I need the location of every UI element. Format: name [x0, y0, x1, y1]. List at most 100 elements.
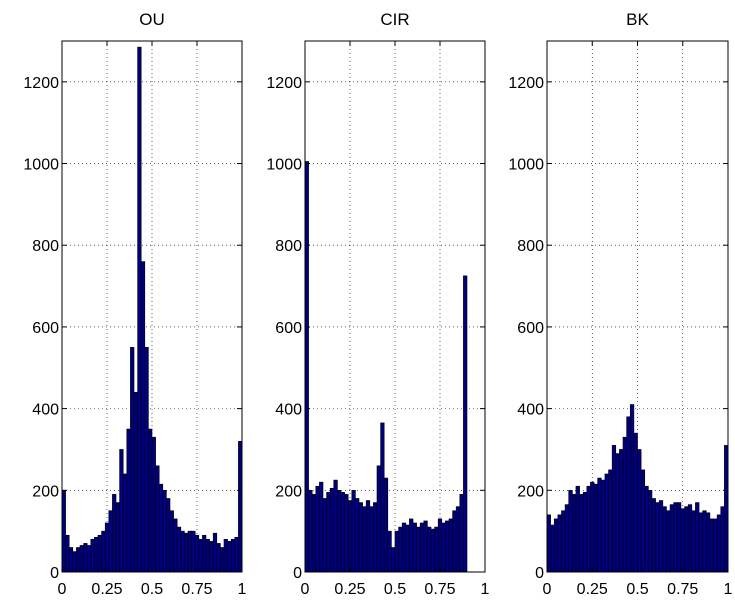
cir-bar-8 [333, 479, 338, 573]
bk-bar-44 [705, 512, 711, 573]
ou-bar-21 [137, 46, 142, 573]
cir-bar-30 [412, 522, 417, 573]
ou-bar-41 [209, 541, 214, 573]
cir-ytick-label-2: 400 [275, 402, 302, 419]
ou-bar-13 [108, 510, 113, 573]
cir-ytick-label-4: 800 [275, 238, 302, 255]
cir-bar-1 [308, 490, 313, 573]
cir-bar-19 [373, 502, 378, 573]
cir-bar-12 [347, 500, 353, 573]
ou-bar-24 [148, 428, 153, 573]
ou-bar-7 [86, 545, 92, 573]
ou-bar-17 [122, 473, 128, 573]
ou-bar-14 [112, 494, 117, 573]
cir-bar-37 [437, 518, 443, 573]
ou-bar-20 [133, 391, 138, 573]
bk-bar-8 [575, 485, 580, 573]
cir-ytick-label-3: 600 [275, 320, 302, 337]
ou-bar-40 [205, 539, 210, 573]
cir-bar-10 [340, 492, 345, 573]
cir-bar-7 [329, 487, 335, 573]
cir-bar-9 [337, 490, 342, 573]
ou-bar-45 [223, 539, 228, 573]
cir-bar-43 [459, 494, 464, 573]
bk-bar-26 [640, 469, 646, 573]
bk-bar-33 [666, 510, 671, 573]
bk-ytick-label-4: 800 [517, 238, 544, 255]
cir-bar-34 [427, 526, 432, 573]
cir-bar-27 [401, 522, 407, 573]
cir-bar-21 [380, 422, 385, 573]
cir-ytick-label-6: 1200 [266, 75, 302, 92]
ou-xtick-label-4: 1 [238, 581, 247, 598]
bk-ytick-label-5: 1000 [508, 157, 544, 174]
cir-bar-22 [383, 477, 389, 573]
bk-ytick-label-1: 200 [517, 483, 544, 500]
ou-bar-2 [68, 547, 74, 573]
cir-ytick-label-1: 200 [275, 483, 302, 500]
cir-bar-3 [315, 485, 320, 573]
cir-bar-24 [391, 547, 396, 573]
bk-bar-11 [586, 485, 591, 573]
ou-bar-18 [126, 428, 131, 573]
bk-bar-3 [557, 514, 562, 573]
cir-bar-5 [322, 498, 327, 573]
cir-bar-25 [394, 530, 399, 573]
ou-bar-8 [90, 539, 95, 573]
bk-bar-20 [619, 449, 624, 573]
cir-bar-6 [326, 492, 331, 573]
cir-bar-33 [423, 520, 428, 573]
bk-bar-25 [637, 449, 642, 573]
ou-xtick-label-2: 0.5 [141, 581, 163, 598]
bk-xtick-label-3: 0.75 [667, 581, 698, 598]
ou-bar-36 [191, 530, 196, 573]
bk-xtick-label-0: 0 [543, 581, 552, 598]
ou-bar-25 [151, 436, 156, 573]
bk-bar-34 [669, 504, 675, 573]
ou-ytick-label-6: 1200 [23, 75, 59, 92]
ou-bar-12 [104, 522, 110, 573]
bk-bar-28 [648, 490, 653, 573]
ou-bar-38 [198, 539, 203, 573]
bk-bar-48 [720, 506, 725, 573]
bk-ytick-label-3: 600 [517, 320, 544, 337]
ou-bar-42 [212, 532, 218, 573]
bk-bar-12 [590, 481, 595, 573]
bk-bar-35 [673, 502, 678, 573]
bk-ytick-label-2: 400 [517, 402, 544, 419]
ou-bar-29 [166, 498, 171, 573]
ou-bar-32 [176, 526, 182, 573]
ou-bar-33 [180, 530, 185, 573]
ou-ytick-label-5: 1000 [23, 157, 59, 174]
ou-ytick-label-3: 600 [32, 320, 59, 337]
cir-bar-16 [362, 506, 367, 573]
bk-bar-29 [651, 498, 656, 573]
subplot-ou: 0 0.25 0.5 0.75 1 0 200 400 600 800 1000 1200 OU [23, 10, 246, 598]
ou-bar-22 [140, 261, 146, 573]
bk-bar-22 [626, 416, 631, 573]
cir-xtick-label-2: 0.5 [384, 581, 406, 598]
ou-bar-43 [216, 543, 221, 573]
ou-bar-11 [101, 530, 106, 573]
cir-bar-13 [351, 490, 356, 573]
cir-bar-44 [463, 275, 468, 573]
ou-bar-10 [97, 534, 102, 573]
ou-bar-39 [202, 534, 207, 573]
cir-bar-20 [376, 465, 381, 573]
ou-bar-15 [115, 502, 120, 573]
ou-bar-16 [119, 449, 124, 573]
cir-bar-39 [445, 520, 450, 573]
cir-bar-32 [419, 522, 425, 573]
bk-xtick-label-4: 1 [724, 581, 733, 598]
subplot-cir: 0 0.25 0.5 0.75 1 0 200 400 600 800 1000 1200 CIR [266, 10, 489, 598]
bk-bar-30 [655, 502, 660, 573]
bk-ytick-label-0: 0 [535, 565, 544, 582]
bk-bar-5 [564, 504, 570, 573]
ou-bar-5 [79, 545, 84, 573]
ou-bar-1 [65, 534, 70, 573]
ou-ytick-label-4: 800 [32, 238, 59, 255]
cir-bar-4 [319, 481, 324, 573]
ou-bar-9 [94, 536, 99, 573]
bk-bar-36 [677, 502, 682, 573]
cir-bar-38 [441, 522, 446, 573]
